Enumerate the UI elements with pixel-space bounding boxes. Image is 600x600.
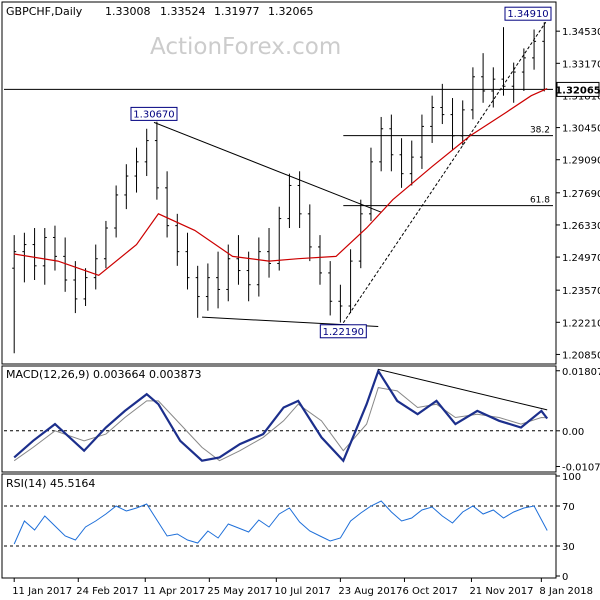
- price-level-label: 1.30670: [133, 109, 174, 120]
- price-y-tick-label: 1.34530: [562, 27, 600, 38]
- price-title: GBPCHF,Daily: [6, 5, 83, 18]
- price-y-tick-label: 1.22210: [562, 318, 600, 329]
- x-axis-label: 25 May 2017: [207, 586, 272, 597]
- ohlc-high: 1.33524: [160, 5, 206, 18]
- price-overlays: 38.2 61.8: [4, 21, 553, 328]
- price-labels: 1.34910 1.30670 1.22190 1.32065: [130, 6, 600, 339]
- price-pane-frame: [1, 1, 557, 365]
- current-price-box: [556, 81, 600, 97]
- rsi-pane-frame: [1, 473, 557, 579]
- trendline: [342, 21, 547, 324]
- price-y-tick-label: 1.20850: [562, 350, 600, 361]
- price-y-tick-label: 1.26330: [562, 221, 600, 232]
- x-axis-label: 11 Apr 2017: [143, 586, 205, 597]
- x-axis: 11 Jan 2017 24 Feb 2017 11 Apr 2017 25 May …: [12, 578, 593, 597]
- price-level-label: 1.34910: [507, 9, 548, 20]
- x-axis-label: 24 Feb 2017: [76, 586, 138, 597]
- fib-level-label: 38.2: [530, 126, 550, 136]
- ohlc-close: 1.32065: [268, 5, 314, 18]
- price-level-box: [130, 106, 178, 121]
- moving-average-line: [14, 88, 548, 276]
- rsi-line: [13, 500, 548, 545]
- macd-y-axis: 0.018071 0.00 -0.01074: [4, 367, 600, 473]
- x-axis-label: 23 Aug 2017: [338, 586, 402, 597]
- price-y-axis: 1.34530 1.33170 1.31810 1.30450 1.29090 1.276…: [556, 27, 600, 361]
- macd-pane: MACD(12,26,9) 0.003664 0.003873 0.018071…: [1, 365, 600, 473]
- price-level-label: 1.22190: [323, 327, 364, 338]
- price-y-tick-label: 1.27690: [562, 189, 600, 200]
- price-level-box: [504, 6, 552, 21]
- rsi-y-axis: 100 70 30 0: [4, 472, 581, 583]
- price-y-tick-label: 1.33170: [562, 59, 600, 70]
- rsi-pane: RSI(14) 45.5164 100 70 30 0: [1, 472, 581, 583]
- watermark: ActionForex.com: [150, 34, 341, 60]
- trendline: [153, 121, 382, 213]
- x-axis-label: 21 Nov 2017: [469, 586, 533, 597]
- fib-level-label: 61.8: [530, 196, 550, 206]
- rsi-title: RSI(14) 45.5164: [6, 477, 95, 490]
- ohlc-open: 1.33008: [105, 5, 151, 18]
- rsi-y-tick-label: 0: [562, 572, 568, 583]
- macd-signal-line: [13, 387, 548, 462]
- moving-average: [14, 88, 548, 276]
- current-price-label: 1.32065: [555, 85, 600, 96]
- price-y-tick-label: 1.24970: [562, 253, 600, 264]
- rsi-lines: [13, 500, 548, 545]
- x-axis-label: 11 Jan 2017: [12, 586, 72, 597]
- x-axis-label: 8 Jan 2018: [539, 586, 593, 597]
- ohlc-low: 1.31977: [214, 5, 260, 18]
- price-y-tick-label: 1.29090: [562, 156, 600, 167]
- macd-line: [13, 368, 549, 463]
- price-pane: GBPCHF,Daily 1.33008 1.33524 1.31977 1.3…: [1, 1, 600, 365]
- x-axis-label: 6 Oct 2017: [402, 586, 457, 597]
- rsi-y-tick-label: 70: [562, 502, 575, 513]
- x-axis-label: 10 Jul 2017: [274, 586, 331, 597]
- macd-trendline: [378, 368, 548, 411]
- macd-pane-frame: [1, 365, 557, 473]
- rsi-y-tick-label: 30: [562, 542, 575, 553]
- macd-title: MACD(12,26,9) 0.003664 0.003873: [6, 368, 202, 381]
- price-candles: [12, 22, 547, 354]
- macd-y-tick-label: 0.018071: [562, 367, 600, 378]
- macd-y-tick-label: -0.01074: [562, 462, 600, 473]
- price-level-box: [319, 324, 367, 339]
- rsi-y-tick-label: 100: [562, 472, 581, 483]
- price-y-tick-label: 1.23570: [562, 286, 600, 297]
- macd-y-tick-label: 0.00: [562, 427, 584, 438]
- price-y-tick-label: 1.30450: [562, 124, 600, 135]
- macd-lines: [13, 368, 549, 463]
- price-y-tick-label: 1.31810: [562, 91, 600, 102]
